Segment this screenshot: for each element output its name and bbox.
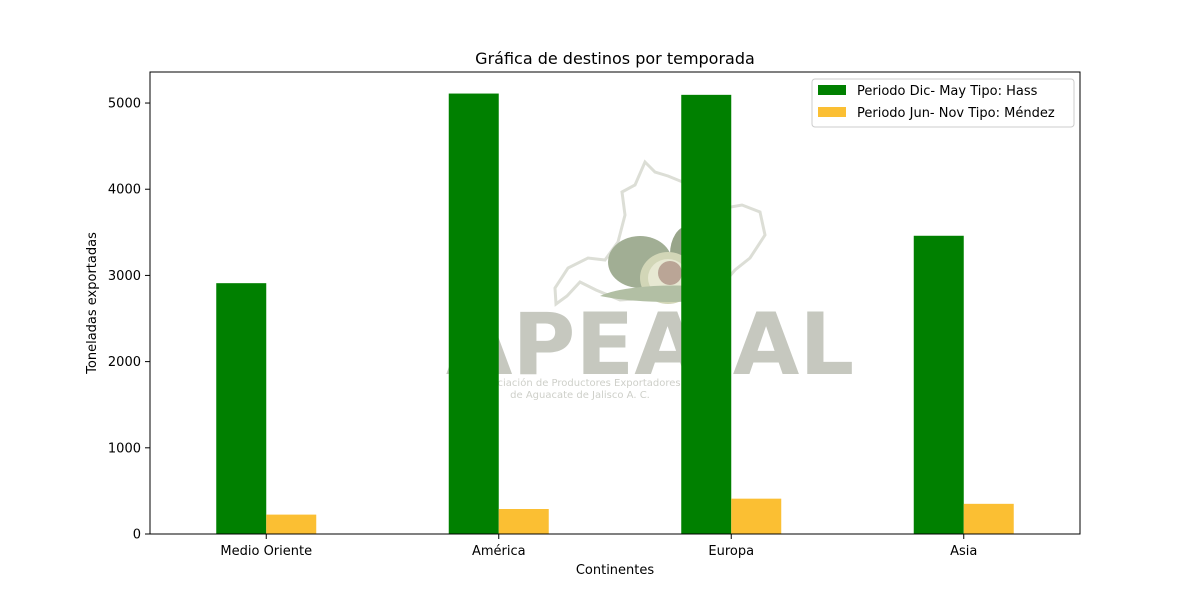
legend: Periodo Dic- May Tipo: Hass Periodo Jun-… (811, 78, 1075, 128)
bar-mendez-3 (963, 503, 1014, 534)
bar-hass-1 (448, 93, 499, 534)
y-tick-label: 3000 (108, 269, 141, 284)
y-tick-label: 2000 (108, 355, 141, 370)
x-axis-title: Continentes (576, 563, 655, 578)
y-tick-label: 5000 (108, 97, 141, 112)
chart-title: Gráfica de destinos por temporada (475, 49, 755, 68)
legend-label-mendez: Periodo Jun- Nov Tipo: Méndez (857, 106, 1055, 121)
watermark-line2: de Aguacate de Jalisco A. C. (510, 390, 650, 401)
x-tick-label: Asia (950, 544, 977, 559)
x-tick-label: Europa (708, 544, 754, 559)
legend-box (811, 78, 1075, 128)
bar-hass-2 (681, 94, 732, 534)
bar-hass-3 (913, 235, 964, 534)
y-tick-label: 1000 (108, 441, 141, 456)
watermark-logo: APEAJAL Asociación de Productores Export… (446, 159, 854, 401)
plot-frame (149, 71, 1081, 535)
bar-mendez-0 (266, 514, 317, 534)
legend-swatch-mendez (818, 107, 846, 117)
legend-label-hass: Periodo Dic- May Tipo: Hass (857, 84, 1038, 99)
legend-swatch-hass (818, 85, 846, 95)
bar-mendez-1 (498, 509, 549, 534)
x-tick-label: América (472, 544, 526, 559)
watermark-brand: APEAJAL (446, 295, 854, 395)
bar-hass-0 (216, 283, 267, 534)
watermark-line1: Asociación de Productores Exportadores (479, 377, 680, 389)
bar-mendez-2 (731, 498, 782, 534)
y-tick-label: 0 (133, 528, 141, 543)
x-tick-label: Medio Oriente (220, 544, 312, 559)
y-axis-title: Toneladas exportadas (85, 232, 100, 375)
y-tick-label: 4000 (108, 183, 141, 198)
